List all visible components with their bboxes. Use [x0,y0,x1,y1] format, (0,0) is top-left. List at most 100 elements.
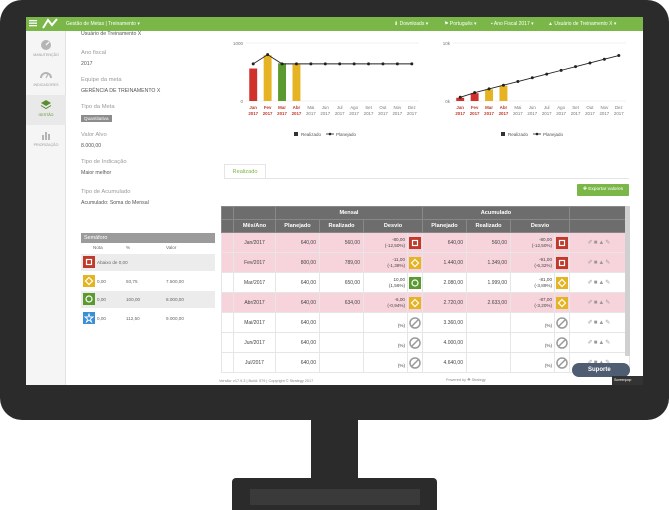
chart-point[interactable] [487,87,491,91]
chart-point[interactable] [574,65,578,69]
cell-realizado[interactable]: 560,00 [319,232,364,253]
attachment-icon[interactable]: ✐ [587,240,594,246]
edit-icon[interactable]: ✎ [605,280,612,286]
chart-x-year-label: 2017 [320,111,330,116]
chart-point[interactable] [266,53,270,57]
downloads-menu[interactable]: ⬇ Downloads ▾ [394,21,429,27]
sidebar-item-indicadores[interactable]: INDICADORES [26,65,66,95]
cell-desvio: (%) [363,312,408,333]
table-row[interactable]: Mai/2017 640,00 (%) 3.360,00 (%) ✐■▲✎ [221,312,630,333]
chart-point[interactable] [410,62,414,66]
chart-bar[interactable] [470,93,479,101]
sidebar-item-gestao[interactable]: GESTÃO [26,95,66,125]
sidebar-item-priorizacao[interactable]: PRIORIZAÇÃO [26,125,66,155]
chart-point[interactable] [323,62,327,66]
like-icon[interactable]: ▲ [598,340,606,346]
export-values-button[interactable]: ✚ Exportar valores [577,184,629,196]
chart-point[interactable] [602,57,606,61]
chart-point[interactable] [309,62,313,66]
like-icon[interactable]: ▲ [598,320,606,326]
chart-bar[interactable] [278,63,287,101]
chart-point[interactable] [294,62,298,66]
tab-realizado[interactable]: Realizado [224,164,266,178]
col-header-mes: Mês/Ano [233,219,276,233]
table-row[interactable]: Jan/2017 640,00 560,00 -80,00 (-12,50%) 640,0… [221,232,630,253]
edit-icon[interactable]: ✎ [605,320,612,326]
support-button[interactable]: Suporte [572,363,630,377]
comment-icon[interactable]: ■ [593,240,599,246]
attachment-icon[interactable]: ✐ [587,320,594,326]
col-header-ac-planejado: Planejado [422,219,467,233]
chart-point[interactable] [395,62,399,66]
chart-point[interactable] [381,62,385,66]
cell-realizado[interactable]: 650,00 [319,272,364,293]
chart-x-year-label: 2017 [571,111,581,116]
chart-point[interactable] [501,83,505,87]
chart-point[interactable] [352,62,356,66]
fiscal-year-menu[interactable]: ▪ Ano Fiscal 2017 ▾ [491,21,534,27]
chart-bar[interactable] [263,55,272,101]
cell-realizado[interactable] [319,352,364,373]
app-logo-icon[interactable] [42,18,58,29]
cell-desvio: -11,00 (-1,38%) [363,252,408,273]
edit-icon[interactable]: ✎ [605,340,612,346]
attachment-icon[interactable]: ✐ [587,280,594,286]
semaforo-valor: 7.500,00 [166,278,184,284]
language-menu[interactable]: ⚑ Português ▾ [444,21,477,27]
chart-point[interactable] [338,62,342,66]
sidebar-item-manutencao[interactable]: MANUTENÇÃO [26,35,66,65]
table-row[interactable]: Mar/2017 640,00 650,00 10,00 (1,56%) 2.080,00… [221,272,630,293]
cell-realizado[interactable] [319,332,364,353]
edit-icon[interactable]: ✎ [605,300,612,306]
like-icon[interactable]: ▲ [598,300,606,306]
chart-bar[interactable] [499,85,508,101]
chart-x-tick-label: Fev [471,105,479,110]
sidebar: MANUTENÇÃO INDICADORES GESTÃO PRIORIZAÇÃ… [26,31,66,385]
attachment-icon[interactable]: ✐ [587,340,594,346]
edit-icon[interactable]: ✎ [605,260,612,266]
comment-icon[interactable]: ■ [593,340,599,346]
like-icon[interactable]: ▲ [598,260,606,266]
attachment-icon[interactable]: ✐ [587,300,594,306]
chart-point[interactable] [367,62,371,66]
desvio-pct: (%) [397,322,405,328]
like-icon[interactable]: ▲ [598,280,606,286]
cell-realizado[interactable] [319,312,364,333]
user-menu[interactable]: ▲ Usuário de Treinamento X ▾ [548,21,617,27]
edit-icon[interactable]: ✎ [605,240,612,246]
comment-icon[interactable]: ■ [593,280,599,286]
comment-icon[interactable]: ■ [593,300,599,306]
chart-x-year-label: 2017 [392,111,402,116]
attachment-icon[interactable]: ✐ [587,260,594,266]
like-icon[interactable]: ▲ [598,240,606,246]
chart-point[interactable] [458,95,462,99]
comment-icon[interactable]: ■ [593,260,599,266]
chart-point[interactable] [516,80,520,84]
chart-bar[interactable] [292,64,301,101]
table-scrollbar[interactable] [625,206,630,356]
chart-bar[interactable] [485,89,494,101]
chart-point[interactable] [545,72,549,76]
menu-icon[interactable] [28,18,38,28]
chart-point[interactable] [559,68,563,72]
chart-point[interactable] [251,62,255,66]
chart-point[interactable] [473,91,477,95]
chart-point[interactable] [280,62,284,66]
chart-point[interactable] [530,76,534,80]
footer-version: Versão: v17.9.3 | Build: 579 | Copyright… [219,379,314,383]
cell-realizado[interactable]: 789,00 [319,252,364,273]
chart-bar[interactable] [249,68,258,101]
chart-x-tick-label: Out [379,105,387,110]
app-title-dropdown[interactable]: Gestão de Metas | Treinamento ▾ [66,21,140,27]
table-row[interactable]: Abr/2017 640,00 634,00 -6,00 (-0,94%) 2.720,0… [221,292,630,313]
comment-icon[interactable]: ■ [593,320,599,326]
chart-point[interactable] [617,54,621,58]
table-row[interactable]: Jun/2017 640,00 (%) 4.000,00 (%) ✐■▲✎ [221,332,630,353]
chart-bar[interactable] [456,97,465,101]
cell-realizado[interactable]: 634,00 [319,292,364,313]
chart-point[interactable] [588,61,592,65]
table-row[interactable]: Fev/2017 800,00 789,00 -11,00 (-1,38%) 1.440,… [221,252,630,273]
desvio-pct: (%) [397,362,405,368]
screenpop-widget[interactable]: Screenpop [612,376,643,385]
